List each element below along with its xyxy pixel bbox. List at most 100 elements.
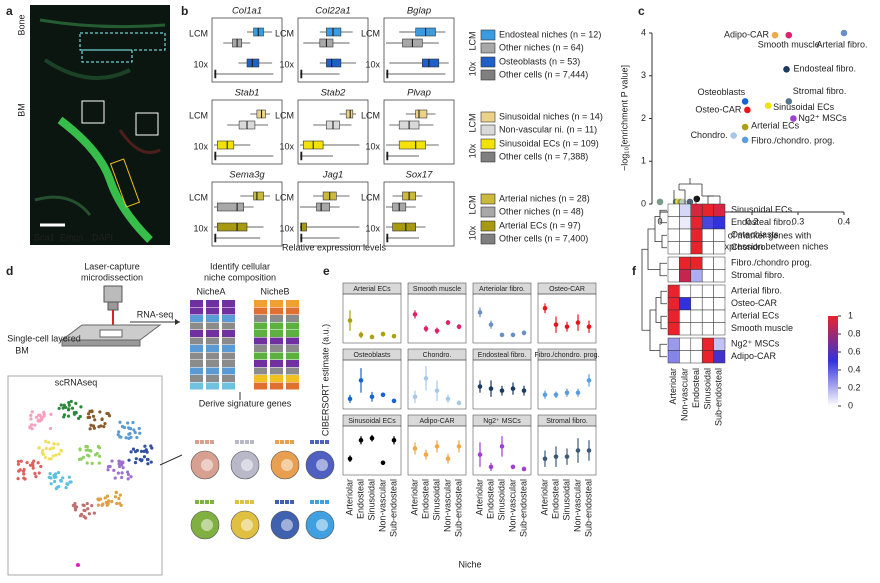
cell-dot	[129, 450, 133, 454]
cell-dot	[53, 479, 57, 484]
plot-frame	[383, 99, 455, 165]
gene-name: Col1a1	[232, 6, 262, 17]
cell-dot	[138, 431, 142, 435]
cell-dot	[47, 457, 51, 461]
point	[412, 312, 418, 317]
heatmap-cell	[667, 337, 680, 351]
cell-dot	[64, 486, 68, 490]
cell-dot	[87, 512, 91, 516]
facet-title: Osteoblasts	[354, 352, 391, 359]
point	[456, 400, 462, 406]
row-label: Arterial fibro.	[731, 286, 782, 296]
cell-dot	[16, 459, 20, 464]
composition-stripe	[206, 382, 219, 390]
point	[434, 328, 440, 334]
cell-dot	[131, 447, 136, 451]
heatmap-cell	[690, 309, 703, 323]
vessel	[118, 129, 161, 154]
cell-dot	[29, 417, 33, 421]
composition-stripe	[206, 345, 219, 352]
heatmap-cell	[713, 350, 726, 364]
niche-label: NicheB	[260, 286, 289, 296]
tsne-frame	[7, 375, 163, 576]
composition-stripe	[190, 352, 203, 360]
legend-group: LCM	[467, 31, 477, 50]
cell-dot	[22, 472, 26, 476]
heatmap-cell	[701, 322, 714, 336]
cell-dot	[105, 411, 109, 416]
point	[553, 322, 559, 327]
signature-gene	[200, 500, 204, 504]
composition-stripe	[270, 352, 283, 360]
facet-frame	[537, 425, 597, 476]
cell-dot	[56, 442, 60, 446]
facet-title: Adipo-CAR	[419, 418, 454, 425]
gene-name: Bglap	[407, 6, 431, 17]
facet-frame	[472, 425, 532, 476]
composition-stripe	[222, 345, 235, 352]
legend-label: Other cells (n = 7,388)	[499, 151, 588, 161]
x-tick-label: Sub-endosteal	[583, 479, 593, 537]
legend-label: Sinusoidal niches (n = 14)	[499, 111, 603, 121]
heatmap-cell	[690, 297, 703, 311]
point	[840, 29, 848, 37]
x-tick-label: Endosteal	[485, 479, 495, 519]
step-label: scRNAseq	[55, 377, 98, 387]
step-label: Laser-capture	[84, 261, 140, 271]
cell-dot	[127, 458, 131, 462]
composition-stripe	[286, 322, 299, 330]
cell-dot	[76, 563, 80, 567]
colorbar	[828, 316, 838, 406]
composition-stripe	[206, 360, 219, 367]
facet-frame	[537, 359, 597, 410]
heatmap-cell	[701, 241, 714, 255]
cell-dot	[49, 412, 53, 417]
cell-dot	[85, 461, 89, 465]
facet-title: Smooth muscle	[413, 286, 461, 293]
cell-dot	[149, 460, 153, 464]
cell-dot	[95, 451, 99, 456]
cell-dot	[139, 459, 144, 463]
plot-frame	[297, 181, 369, 247]
point	[412, 394, 418, 400]
cell-dot	[124, 436, 128, 440]
composition-stripe	[190, 360, 203, 367]
row-label: Osteoblasts	[731, 230, 779, 240]
facet-title: Endosteal fibro.	[478, 352, 527, 359]
heatmap-cell	[667, 309, 680, 323]
gene-name: Col22a1	[315, 6, 350, 17]
cell-dot	[133, 430, 137, 435]
point	[369, 394, 375, 400]
heatmap-cell	[701, 269, 714, 283]
point	[586, 378, 592, 383]
cell-dot	[23, 477, 27, 481]
x-tick-label: Endosteal	[355, 479, 365, 519]
composition-stripe	[286, 367, 299, 375]
cell-dot	[112, 468, 116, 472]
heatmap-cell	[679, 309, 692, 323]
roi	[135, 112, 159, 136]
point	[790, 115, 797, 122]
cell-dot	[121, 466, 125, 470]
point	[477, 384, 483, 389]
dendrogram	[659, 343, 667, 358]
row-label: 10x	[279, 59, 294, 69]
y-tick-label: 2	[641, 113, 646, 123]
point	[434, 444, 440, 449]
point	[510, 386, 516, 391]
point	[477, 452, 483, 457]
cell-dot	[57, 406, 61, 411]
cell-dot	[134, 457, 138, 461]
signature-gene	[325, 500, 329, 504]
box	[246, 58, 260, 68]
cell-dot	[89, 423, 93, 427]
point	[445, 320, 451, 325]
cell-dot	[117, 496, 121, 501]
cell-dot	[87, 415, 92, 420]
heatmap-cell	[679, 228, 692, 242]
composition-stripe	[270, 375, 283, 382]
cell-dot	[106, 464, 111, 469]
axis-label: Relative expression levels	[282, 242, 387, 252]
signature-gene	[320, 500, 324, 504]
heatmap-cell	[679, 216, 692, 230]
